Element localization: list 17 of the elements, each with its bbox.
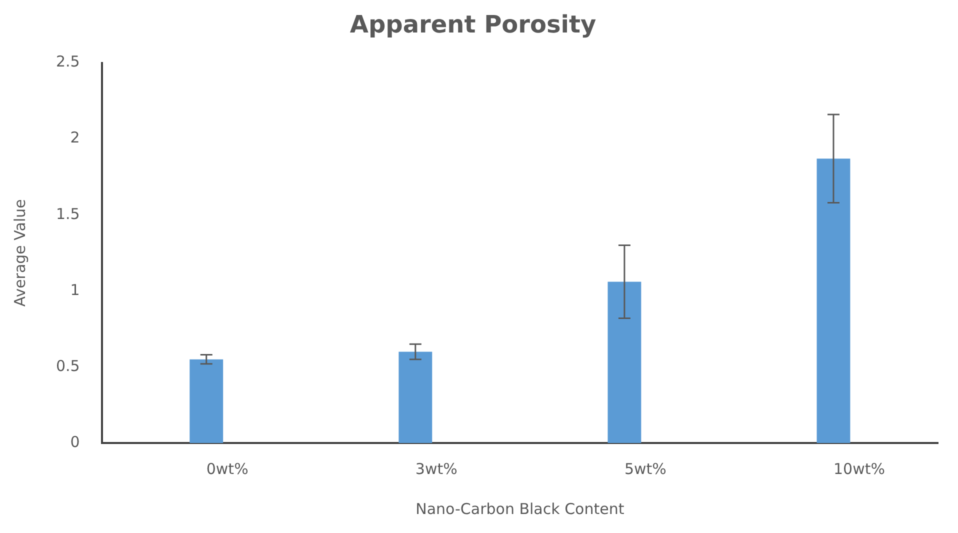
x-tick-label: 0wt% [206,460,248,478]
bar [816,158,850,443]
x-tick-label: 10wt% [833,460,885,478]
y-tick-label: 0 [70,432,80,451]
y-tick-label: 2 [70,128,80,147]
y-tick-label: 0.5 [56,356,80,375]
y-tick-label: 2.5 [56,52,80,71]
bar [398,352,432,443]
x-axis-title: Nano-Carbon Black Content [416,500,624,518]
bar [608,282,642,443]
bar [190,359,224,443]
x-tick-label: 5wt% [624,460,666,478]
y-axis-title: Average Value [10,199,29,307]
y-tick-label: 1 [70,280,80,299]
x-tick-label: 3wt% [415,460,458,478]
y-tick-label: 1.5 [56,204,80,223]
chart-title: Apparent Porosity [350,10,596,39]
